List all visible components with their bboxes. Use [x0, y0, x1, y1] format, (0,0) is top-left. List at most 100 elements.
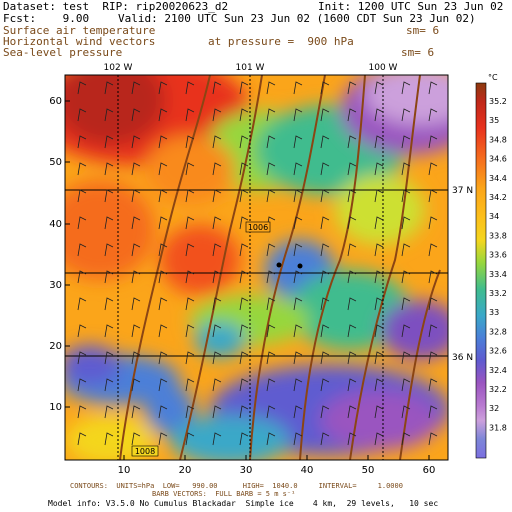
wind-barb [266, 189, 276, 203]
wind-barb [131, 297, 141, 311]
colorbar-label: 34 [489, 212, 499, 221]
wind-barb [185, 378, 195, 392]
svg-text:40: 40 [49, 219, 62, 230]
wind-barb [347, 378, 357, 392]
wind-barb [185, 405, 195, 419]
wind-barb [185, 108, 195, 122]
wind-barb [104, 297, 114, 311]
wind-barb [266, 108, 276, 122]
wind-barb [158, 297, 168, 311]
wind-barb [428, 432, 438, 446]
colorbar-label: 32.8 [489, 327, 507, 336]
forecast-hour: Fcst: 9.00 [3, 12, 90, 25]
wind-barb [131, 135, 141, 149]
map-frame [64, 74, 449, 461]
wind-barb [104, 189, 114, 203]
wind-barb [347, 135, 357, 149]
wind-barb [239, 216, 249, 230]
wind-barb [293, 351, 303, 365]
wind-barb [401, 324, 411, 338]
wind-barb [104, 270, 114, 284]
wind-pressure-level: at pressure = 900 hPa [208, 35, 354, 48]
wind-barb [293, 135, 303, 149]
wind-barb [131, 351, 141, 365]
wind-barb [185, 81, 195, 95]
wind-barb [428, 324, 438, 338]
svg-text:10: 10 [49, 402, 62, 413]
colorbar-label: 32.2 [489, 385, 507, 394]
wind-barb [374, 297, 384, 311]
wind-barb [374, 108, 384, 122]
wind-barb [131, 270, 141, 284]
field-title-temperature: Surface air temperature [3, 24, 156, 37]
wind-barb [77, 189, 87, 203]
temperature-smoothing: sm= 6 [406, 24, 440, 37]
wind-barb [239, 189, 249, 203]
svg-text:1008: 1008 [135, 447, 155, 456]
wind-barb [212, 378, 222, 392]
wind-barb [77, 405, 87, 419]
lon-label-102w: 102 W [104, 63, 133, 73]
wind-barb [401, 162, 411, 176]
wind-barb [401, 216, 411, 230]
wind-barb [428, 243, 438, 257]
wind-barb [320, 351, 330, 365]
wind-barb [185, 324, 195, 338]
lon-label-101w: 101 W [236, 63, 265, 73]
wind-barb [185, 432, 195, 446]
wind-barb [428, 81, 438, 95]
wind-barb [239, 243, 249, 257]
x-axis-ticks: 10 20 30 40 50 60 [118, 465, 436, 476]
svg-text:50: 50 [362, 465, 375, 476]
colorbar-unit: °C [488, 73, 498, 82]
wind-barb [239, 108, 249, 122]
wind-barb [428, 405, 438, 419]
wind-barb [104, 81, 114, 95]
wind-barb [401, 405, 411, 419]
wind-barb [104, 108, 114, 122]
wind-barb [374, 378, 384, 392]
wind-barb [104, 162, 114, 176]
wind-barb [212, 135, 222, 149]
wind-barb [239, 297, 249, 311]
wind-barb [239, 378, 249, 392]
init-time: Init: 1200 UTC Sun 23 Jun 02 [318, 0, 504, 13]
svg-text:60: 60 [423, 465, 436, 476]
wind-barb [320, 108, 330, 122]
wind-barb [374, 189, 384, 203]
wind-barb [401, 351, 411, 365]
wind-barb [347, 405, 357, 419]
wind-barb [428, 216, 438, 230]
wind-barb [293, 189, 303, 203]
wind-barb [347, 432, 357, 446]
barb-info: BARB VECTORS: FULL BARB = 5 m s⁻¹ [152, 490, 296, 498]
wind-barb [104, 432, 114, 446]
wind-barb [212, 324, 222, 338]
field-title-wind: Horizontal wind vectors [3, 35, 156, 48]
colorbar-label: 33 [489, 308, 499, 317]
colorbar-label: 34.8 [489, 135, 507, 144]
svg-text:60: 60 [49, 96, 62, 107]
wind-barb [401, 270, 411, 284]
wind-barb [320, 162, 330, 176]
wind-barb [104, 135, 114, 149]
wind-barb [347, 189, 357, 203]
wind-barb [374, 324, 384, 338]
wind-barb [347, 162, 357, 176]
wind-barb [347, 243, 357, 257]
station-marker [297, 263, 303, 269]
wind-barb [185, 243, 195, 257]
wind-barb [401, 108, 411, 122]
wind-barb [293, 162, 303, 176]
wind-barb [77, 378, 87, 392]
wind-barb [347, 270, 357, 284]
wind-barb [131, 189, 141, 203]
wind-barb [401, 243, 411, 257]
temperature-colorbar: °C 35.2 35 34.8 34.6 34.4 34.2 34 33.8 33.6 33.4 3… [475, 73, 507, 459]
wind-barb [401, 297, 411, 311]
wind-barb [212, 405, 222, 419]
wind-barb [428, 108, 438, 122]
wind-barb [158, 189, 168, 203]
wind-barb [320, 405, 330, 419]
